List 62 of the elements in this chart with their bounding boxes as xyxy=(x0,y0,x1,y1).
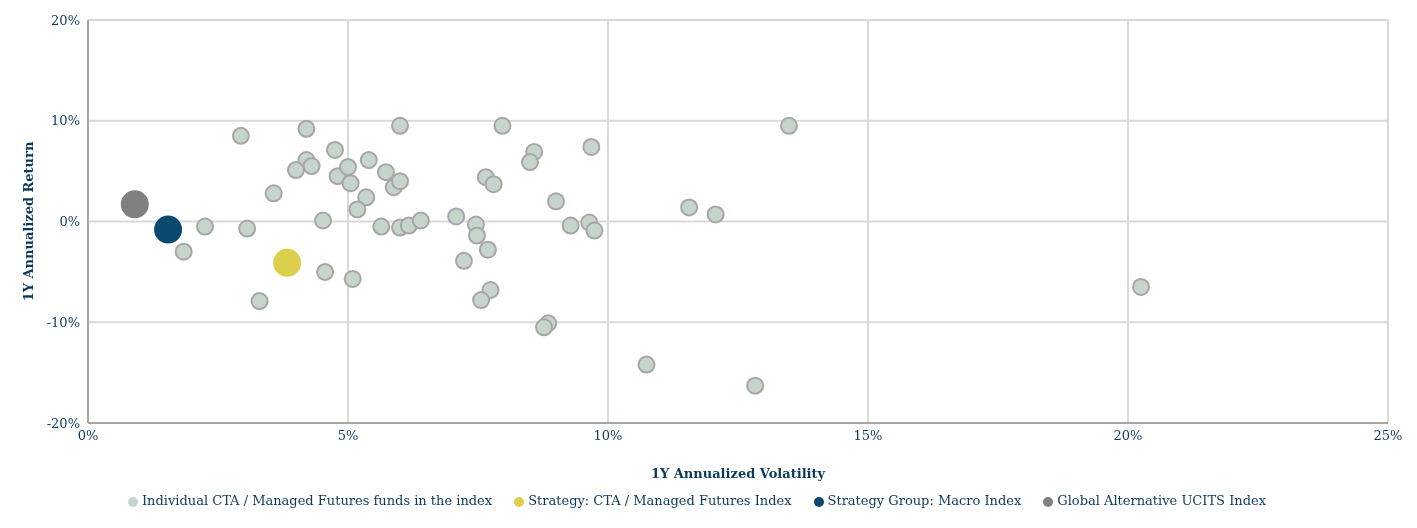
point xyxy=(547,192,565,211)
point xyxy=(372,217,391,236)
point xyxy=(706,205,725,224)
point xyxy=(447,207,466,226)
x-axis-title: 1Y Annualized Volatility xyxy=(650,466,826,481)
point xyxy=(391,172,409,191)
point xyxy=(411,211,430,230)
y-axis-title: 1Y Annualized Return xyxy=(20,141,36,302)
point xyxy=(467,226,486,245)
point xyxy=(680,198,699,217)
point xyxy=(314,211,333,230)
point xyxy=(521,153,539,172)
legend-label: Strategy Group: Macro Index xyxy=(827,493,1022,508)
y-tick-label: -10% xyxy=(46,314,80,330)
point xyxy=(582,137,601,156)
point xyxy=(561,216,580,235)
point xyxy=(339,158,357,177)
point xyxy=(637,355,656,374)
y-tick-label: -20% xyxy=(46,415,80,431)
y-tick-label: 20% xyxy=(51,12,80,28)
y-tick-label: 10% xyxy=(51,113,80,129)
point xyxy=(231,126,250,145)
x-tick-label: 15% xyxy=(853,428,883,444)
point xyxy=(585,221,604,240)
point xyxy=(746,376,765,395)
x-tick-label: 25% xyxy=(1373,428,1403,444)
point xyxy=(316,262,335,281)
legend-label: Individual CTA / Managed Futures funds in the index xyxy=(141,493,493,508)
point xyxy=(359,151,378,170)
point xyxy=(341,174,360,193)
point xyxy=(348,200,367,219)
point xyxy=(779,116,798,135)
point xyxy=(120,190,149,219)
point xyxy=(273,248,302,277)
legend-label: Strategy: CTA / Managed Futures Index xyxy=(528,493,792,508)
point xyxy=(472,291,491,310)
point xyxy=(238,219,257,238)
point xyxy=(264,184,283,203)
point xyxy=(343,269,362,288)
x-tick-label: 0% xyxy=(77,428,99,444)
x-tick-label: 10% xyxy=(593,428,623,444)
point xyxy=(454,251,473,270)
x-tick-label: 20% xyxy=(1113,428,1143,444)
y-tick-label: 0% xyxy=(59,214,80,230)
point xyxy=(376,163,395,182)
point xyxy=(535,318,554,337)
legend-label: Global Alternative UCITS Index xyxy=(1057,493,1267,508)
point xyxy=(297,119,316,138)
point xyxy=(478,240,497,259)
point xyxy=(196,217,214,236)
point xyxy=(391,116,409,135)
point xyxy=(287,161,305,180)
point xyxy=(357,188,376,207)
point xyxy=(154,215,183,244)
point xyxy=(174,242,193,261)
point xyxy=(326,140,344,159)
point xyxy=(493,116,512,135)
point xyxy=(302,157,321,176)
point xyxy=(484,175,503,194)
point xyxy=(1132,277,1150,296)
point xyxy=(250,292,269,311)
x-tick-label: 5% xyxy=(337,428,359,444)
